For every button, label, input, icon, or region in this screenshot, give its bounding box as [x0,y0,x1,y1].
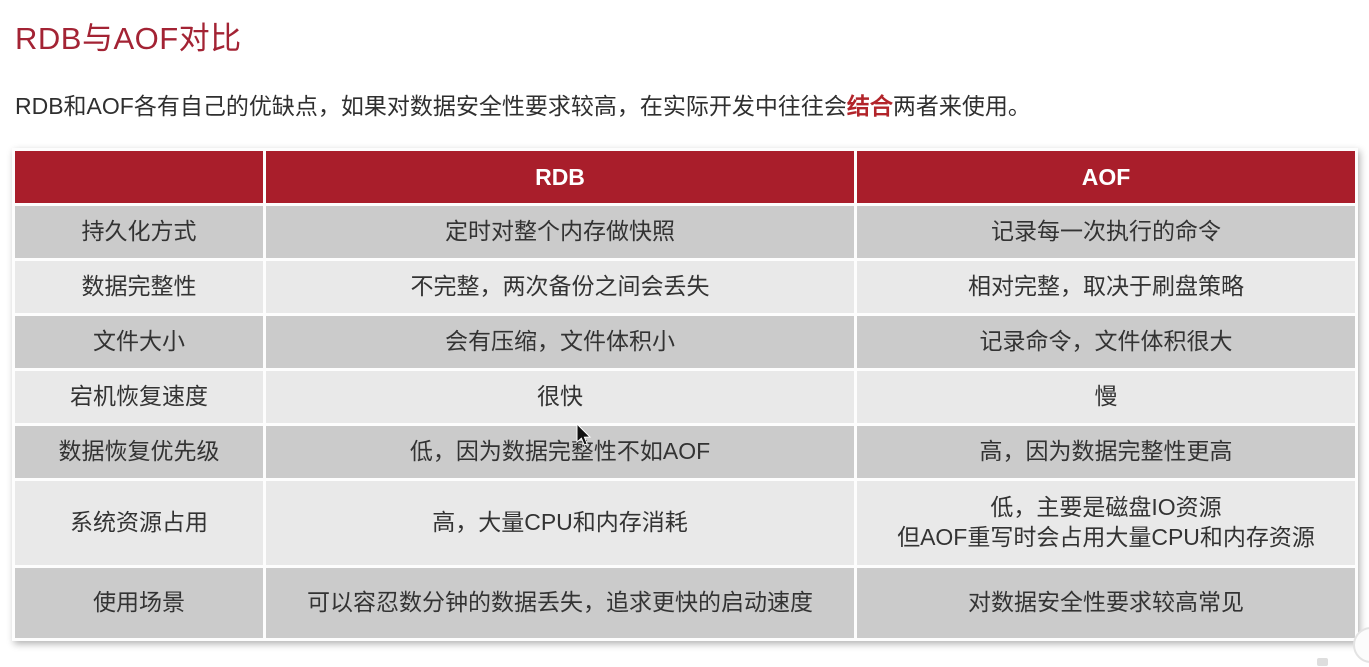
aof-cell: 相对完整，取决于刷盘策略 [857,261,1355,313]
row-label: 数据完整性 [15,261,263,313]
aof-cell: 低，主要是磁盘IO资源 但AOF重写时会占用大量CPU和内存资源 [857,481,1355,565]
table-row: 数据完整性 不完整，两次备份之间会丢失 相对完整，取决于刷盘策略 [15,261,1355,313]
aof-cell: 对数据安全性要求较高常见 [857,568,1355,638]
table-row: 使用场景 可以容忍数分钟的数据丢失，追求更快的启动速度 对数据安全性要求较高常见 [15,568,1355,638]
aof-cell: 记录每一次执行的命令 [857,206,1355,258]
header-empty-cell [15,151,263,203]
aof-cell: 记录命令，文件体积很大 [857,316,1355,368]
row-label: 数据恢复优先级 [15,426,263,478]
header-rdb: RDB [266,151,854,203]
rdb-cell: 高，大量CPU和内存消耗 [266,481,854,565]
rdb-cell: 不完整，两次备份之间会丢失 [266,261,854,313]
aof-cell: 慢 [857,371,1355,423]
row-label: 使用场景 [15,568,263,638]
table-row: 系统资源占用 高，大量CPU和内存消耗 低，主要是磁盘IO资源 但AOF重写时会… [15,481,1355,565]
intro-text-pre: RDB和AOF各有自己的优缺点，如果对数据安全性要求较高，在实际开发中往往会 [15,93,847,119]
aof-cell: 高，因为数据完整性更高 [857,426,1355,478]
table-header-row: RDB AOF [15,151,1355,203]
rdb-cell: 定时对整个内存做快照 [266,206,854,258]
table-row: 文件大小 会有压缩，文件体积小 记录命令，文件体积很大 [15,316,1355,368]
row-label: 宕机恢复速度 [15,371,263,423]
rdb-cell: 很快 [266,371,854,423]
intro-text-highlight: 结合 [846,93,893,119]
intro-text: RDB和AOF各有自己的优缺点，如果对数据安全性要求较高，在实际开发中往往会结合… [15,92,1031,122]
comparison-table: RDB AOF 持久化方式 定时对整个内存做快照 记录每一次执行的命令 数据完整… [12,148,1358,641]
rdb-cell: 会有压缩，文件体积小 [266,316,854,368]
row-label: 系统资源占用 [15,481,263,565]
rdb-cell: 低，因为数据完整性不如AOF [266,426,854,478]
rdb-cell: 可以容忍数分钟的数据丢失，追求更快的启动速度 [266,568,854,638]
page-title: RDB与AOF对比 [15,21,242,56]
table-row: 持久化方式 定时对整个内存做快照 记录每一次执行的命令 [15,206,1355,258]
row-label: 持久化方式 [15,206,263,258]
row-label: 文件大小 [15,316,263,368]
watermark-square [1317,658,1328,666]
header-aof: AOF [857,151,1355,203]
table-row: 宕机恢复速度 很快 慢 [15,371,1355,423]
intro-text-post: 两者来使用。 [892,93,1031,119]
table-row: 数据恢复优先级 低，因为数据完整性不如AOF 高，因为数据完整性更高 [15,426,1355,478]
